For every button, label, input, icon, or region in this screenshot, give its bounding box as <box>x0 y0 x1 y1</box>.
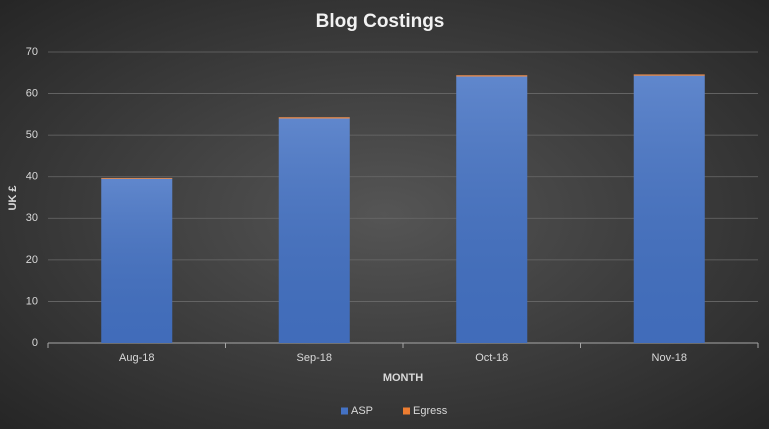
x-tick-label: Oct-18 <box>475 352 508 364</box>
y-tick-label: 50 <box>26 129 38 141</box>
bar-segment <box>101 178 173 343</box>
y-tick-label: 20 <box>26 254 38 266</box>
y-tick-label: 10 <box>26 295 38 307</box>
x-tick-label: Nov-18 <box>652 352 687 364</box>
legend-label: Egress <box>413 405 448 417</box>
x-tick-label: Sep-18 <box>297 352 332 364</box>
bar-segment <box>456 75 528 77</box>
x-tick-label: Aug-18 <box>119 352 154 364</box>
bar-segment <box>633 75 705 344</box>
bar-segment <box>101 177 173 179</box>
y-tick-label: 70 <box>26 46 38 58</box>
y-tick-label: 60 <box>26 87 38 99</box>
bar-segment <box>633 74 705 76</box>
y-axis-title: UK £ <box>7 185 19 210</box>
chart-title: Blog Costings <box>316 11 445 32</box>
x-axis-title: MONTH <box>383 372 423 384</box>
bar-segment <box>456 76 528 343</box>
legend-swatch <box>341 407 348 415</box>
y-tick-label: 30 <box>26 212 38 224</box>
legend-label: ASP <box>351 405 373 417</box>
bar-segment <box>278 118 350 343</box>
legend-swatch <box>403 407 410 415</box>
bar-segment <box>278 117 350 119</box>
y-tick-label: 40 <box>26 171 38 183</box>
y-tick-label: 0 <box>32 337 38 349</box>
